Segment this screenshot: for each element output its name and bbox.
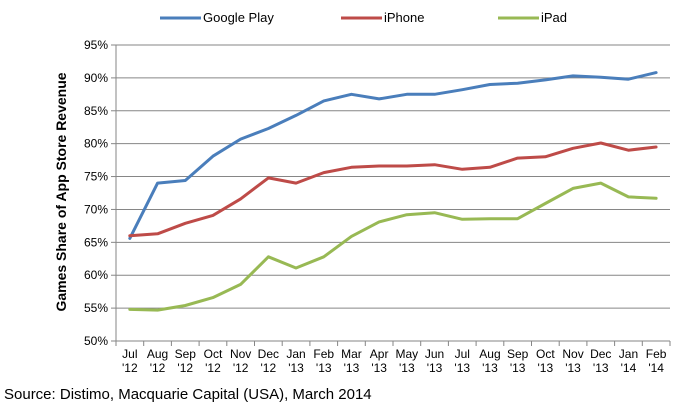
- series-line-iphone: [128, 141, 658, 238]
- x-tick-label: May '13: [396, 347, 419, 375]
- x-tick-year: '13: [510, 361, 526, 375]
- legend-label-google-play: Google Play: [203, 10, 274, 25]
- y-axis-title: Games Share of App Store Revenue: [53, 72, 69, 311]
- x-tick-year: '13: [399, 361, 415, 375]
- x-tick-year: '14: [621, 361, 637, 375]
- x-tick-label: Jun '13: [425, 347, 444, 375]
- x-tick-month: Nov: [230, 347, 251, 361]
- x-tick-month: Apr: [370, 347, 389, 361]
- chart-legend: Google Play iPhone iPad: [160, 10, 567, 25]
- x-tick-month: Dec: [258, 347, 279, 361]
- x-tick-year: '13: [427, 361, 443, 375]
- x-tick-month: Jan: [619, 347, 638, 361]
- y-axis-ticks: 50% 55% 60% 65% 70% 75% 80% 85% 90% 95%: [84, 38, 116, 348]
- x-tick-year: '13: [371, 361, 387, 375]
- x-tick-month: Oct: [536, 347, 555, 361]
- x-tick-year: '14: [648, 361, 664, 375]
- x-tick-year: '12: [233, 361, 249, 375]
- x-tick-year: '13: [538, 361, 554, 375]
- x-tick-month: May: [396, 347, 419, 361]
- x-tick-year: '13: [344, 361, 360, 375]
- x-tick-year: '13: [593, 361, 609, 375]
- x-tick-label: Apr '13: [370, 347, 389, 375]
- x-tick-label: Aug '13: [479, 347, 500, 375]
- x-tick-label: Jan '13: [286, 347, 305, 375]
- x-tick-month: Oct: [204, 347, 223, 361]
- x-tick-month: Feb: [313, 347, 334, 361]
- x-tick-month: Mar: [341, 347, 362, 361]
- x-tick-label: Nov '12: [230, 347, 251, 375]
- x-tick-label: Oct '12: [204, 347, 223, 375]
- legend-label-iphone: iPhone: [384, 10, 424, 25]
- x-tick-label: Dec '12: [258, 347, 279, 375]
- x-tick-label: Nov '13: [562, 347, 583, 375]
- x-tick-month: Nov: [562, 347, 583, 361]
- y-tick-label: 65%: [84, 235, 108, 249]
- series-lines: [128, 71, 658, 312]
- x-tick-month: Feb: [646, 347, 667, 361]
- x-tick-year: '13: [482, 361, 498, 375]
- x-tick-year: '12: [177, 361, 193, 375]
- x-tick-year: '12: [122, 361, 138, 375]
- x-tick-year: '12: [205, 361, 221, 375]
- x-tick-month: Aug: [479, 347, 500, 361]
- x-tick-year: '12: [261, 361, 277, 375]
- x-tick-label: Feb '14: [646, 347, 667, 375]
- x-tick-label: Mar '13: [341, 347, 362, 375]
- series-line-ipad: [128, 181, 658, 312]
- x-tick-year: '13: [316, 361, 332, 375]
- x-tick-label: Aug '12: [147, 347, 168, 375]
- series-line-google-play: [128, 71, 658, 240]
- y-tick-label: 55%: [84, 301, 108, 315]
- x-tick-month: Dec: [590, 347, 611, 361]
- x-tick-label: Oct '13: [536, 347, 555, 375]
- x-tick-label: Sep '13: [507, 347, 529, 375]
- x-tick-month: Sep: [507, 347, 529, 361]
- y-tick-label: 90%: [84, 71, 108, 85]
- x-tick-label: Sep '12: [175, 347, 197, 375]
- source-note: Source: Distimo, Macquarie Capital (USA)…: [4, 386, 372, 403]
- y-axis-title-group: Games Share of App Store Revenue: [53, 72, 69, 311]
- x-tick-label: Jul '13: [454, 347, 470, 375]
- y-tick-label: 85%: [84, 104, 108, 118]
- y-tick-label: 75%: [84, 170, 108, 184]
- y-tick-label: 95%: [84, 38, 108, 52]
- legend-label-ipad: iPad: [541, 10, 567, 25]
- x-tick-month: Jun: [425, 347, 444, 361]
- y-tick-label: 50%: [84, 334, 108, 348]
- y-tick-label: 70%: [84, 202, 108, 216]
- y-tick-label: 80%: [84, 137, 108, 151]
- x-tick-month: Jul: [122, 347, 137, 361]
- x-tick-label: Jul '12: [122, 347, 138, 375]
- x-tick-label: Feb '13: [313, 347, 334, 375]
- x-tick-month: Sep: [175, 347, 197, 361]
- x-tick-month: Jan: [286, 347, 305, 361]
- y-tick-label: 60%: [84, 268, 108, 282]
- x-tick-label: Jan '14: [619, 347, 638, 375]
- x-tick-year: '13: [288, 361, 304, 375]
- x-tick-year: '12: [150, 361, 166, 375]
- x-tick-month: Aug: [147, 347, 168, 361]
- x-tick-year: '13: [565, 361, 581, 375]
- x-tick-month: Jul: [455, 347, 470, 361]
- x-tick-year: '13: [454, 361, 470, 375]
- x-tick-label: Dec '13: [590, 347, 611, 375]
- gridlines: [116, 44, 670, 342]
